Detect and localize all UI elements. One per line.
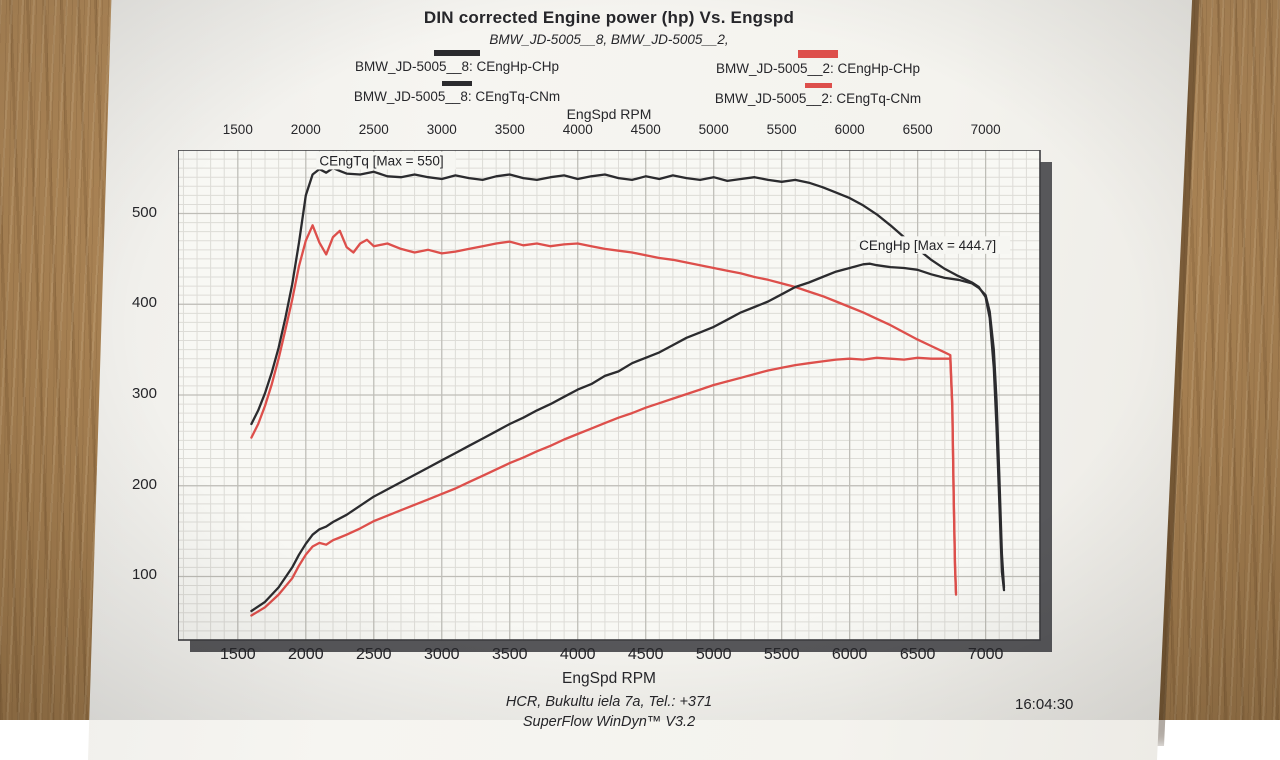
legend-swatch: [434, 50, 480, 56]
tick-label: 1500: [223, 122, 253, 137]
tick-label: 2000: [288, 646, 324, 664]
legend-item: BMW_JD-5005__8: CEngTq-CNm: [307, 81, 607, 104]
tick-label: 4500: [628, 646, 664, 664]
tick-label: 6000: [832, 646, 868, 664]
legend-item: BMW_JD-5005__8: CEngHp-CHp: [307, 50, 607, 74]
legend-column: BMW_JD-5005__2: CEngHp-CHp BMW_JD-5005__2…: [668, 50, 968, 113]
legend-swatch: [805, 83, 832, 88]
paper-sheet: DIN corrected Engine power (hp) Vs. Engs…: [85, 0, 1200, 760]
annotation-label: CEngTq [Max = 550]: [319, 153, 443, 168]
legend-item-label: BMW_JD-5005__2: CEngTq-CNm: [668, 91, 968, 106]
top-axis-label: EngSpd RPM: [178, 106, 1040, 122]
tick-label: 100: [85, 566, 157, 583]
tick-label: 3000: [427, 122, 457, 137]
tick-label: 4000: [563, 122, 593, 137]
tick-label: 3000: [424, 646, 460, 664]
print-timestamp: 16:04:30: [1015, 696, 1155, 713]
legend-item: BMW_JD-5005__2: CEngTq-CNm: [668, 83, 968, 106]
annotation-label: CEngHp [Max = 444.7]: [859, 238, 996, 253]
tick-label: 5500: [767, 122, 797, 137]
legend-item-label: BMW_JD-5005__8: CEngHp-CHp: [307, 59, 607, 74]
tick-label: 4000: [560, 646, 596, 664]
dyno-plot-svg: CEngTq [Max = 550] CEngHp [Max = 444.7]: [178, 150, 1054, 654]
legend-swatch: [442, 81, 472, 86]
dyno-plot: CEngTq [Max = 550] CEngHp [Max = 444.7]: [178, 150, 1054, 654]
chart-subtitle: BMW_JD-5005__8, BMW_JD-5005__2,: [178, 32, 1040, 47]
legend-column: BMW_JD-5005__8: CEngHp-CHp BMW_JD-5005__8…: [307, 50, 607, 111]
legend-item-label: BMW_JD-5005__2: CEngHp-CHp: [668, 61, 968, 76]
tick-label: 5500: [764, 646, 800, 664]
legend-swatch: [798, 50, 838, 58]
footer-software: SuperFlow WinDyn™ V3.2: [178, 714, 1040, 730]
bottom-axis-label: EngSpd RPM: [178, 670, 1040, 688]
tick-label: 2000: [291, 122, 321, 137]
legend-item-label: BMW_JD-5005__8: CEngTq-CNm: [307, 89, 607, 104]
tick-label: 1500: [220, 646, 256, 664]
tick-label: 3500: [492, 646, 528, 664]
tick-label: 4500: [631, 122, 661, 137]
footer-address: HCR, Bukultu iela 7a, Tel.: +371: [178, 694, 1040, 710]
tick-label: 7000: [968, 646, 1004, 664]
tick-label: 3500: [495, 122, 525, 137]
tick-label: 5000: [696, 646, 732, 664]
tick-label: 6000: [835, 122, 865, 137]
tick-label: 6500: [900, 646, 936, 664]
tick-label: 6500: [903, 122, 933, 137]
tick-label: 5000: [699, 122, 729, 137]
tick-label: 2500: [359, 122, 389, 137]
tick-label: 7000: [971, 122, 1001, 137]
legend-item: BMW_JD-5005__2: CEngHp-CHp: [668, 50, 968, 76]
chart-title: DIN corrected Engine power (hp) Vs. Engs…: [178, 8, 1040, 28]
tick-label: 2500: [356, 646, 392, 664]
